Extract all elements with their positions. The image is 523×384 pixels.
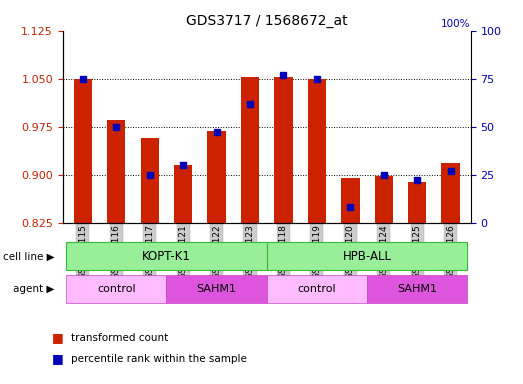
Text: ■: ■	[52, 331, 64, 344]
Bar	[174, 165, 192, 223]
Bar	[267, 275, 367, 303]
Text: HPB-ALL: HPB-ALL	[343, 250, 392, 263]
Bar	[441, 163, 460, 223]
Bar	[66, 243, 267, 270]
Text: agent ▶: agent ▶	[13, 284, 54, 294]
Bar	[141, 137, 159, 223]
Bar	[274, 78, 293, 223]
Text: transformed count: transformed count	[71, 333, 168, 343]
Text: control: control	[97, 284, 135, 294]
Text: control: control	[298, 284, 336, 294]
Bar	[66, 275, 166, 303]
Bar	[408, 182, 426, 223]
Bar	[107, 120, 126, 223]
Bar	[74, 79, 92, 223]
Bar	[374, 176, 393, 223]
Bar	[341, 178, 359, 223]
Bar	[208, 131, 226, 223]
Text: SAHM1: SAHM1	[397, 284, 437, 294]
Text: 100%: 100%	[441, 19, 471, 29]
Text: ■: ■	[52, 353, 64, 366]
Bar	[241, 78, 259, 223]
Bar	[166, 275, 267, 303]
Text: percentile rank within the sample: percentile rank within the sample	[71, 354, 246, 364]
Text: KOPT-K1: KOPT-K1	[142, 250, 191, 263]
Text: SAHM1: SAHM1	[197, 284, 236, 294]
Title: GDS3717 / 1568672_at: GDS3717 / 1568672_at	[186, 14, 348, 28]
Bar	[308, 79, 326, 223]
Bar	[267, 243, 468, 270]
Text: cell line ▶: cell line ▶	[3, 251, 54, 262]
Bar	[367, 275, 468, 303]
